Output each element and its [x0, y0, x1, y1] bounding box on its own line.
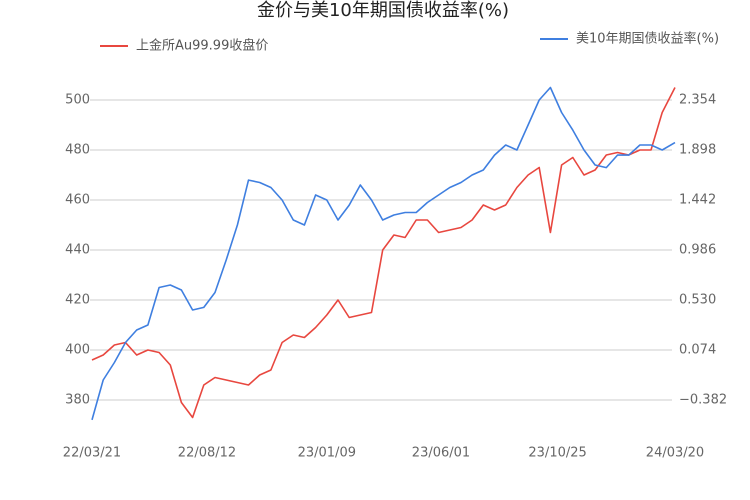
y2-tick-label: 1.442: [679, 193, 716, 208]
y2-tick-label: 0.530: [679, 292, 716, 307]
y2-tick-label: 2.354: [679, 93, 716, 108]
x-tick-label: 23/01/09: [298, 446, 356, 461]
series-line: [91, 87, 676, 419]
x-tick-label: 23/06/01: [412, 446, 470, 461]
x-tick-label: 24/03/20: [646, 446, 704, 461]
y2-tick-label: 1.898: [679, 143, 716, 158]
y2-tick-label: 0.986: [679, 243, 716, 258]
x-tick-label: 22/03/21: [63, 446, 121, 461]
y-tick-label: 380: [65, 393, 90, 408]
legend-label: 美10年期国债收益率(%): [576, 31, 719, 47]
y-tick-label: 460: [65, 193, 90, 208]
y-tick-label: 500: [65, 93, 90, 108]
y-tick-label: 440: [65, 243, 90, 258]
x-tick-label: 22/08/12: [178, 446, 236, 461]
y-tick-label: 400: [65, 343, 90, 358]
y-tick-label: 420: [65, 293, 90, 308]
chart-title: 金价与美10年期国债收益率(%): [257, 0, 509, 21]
y2-tick-label: 0.074: [679, 342, 716, 357]
series-line: [91, 86, 676, 421]
legend-label: 上金所Au99.99收盘价: [136, 38, 268, 54]
y2-tick-label: −0.382: [679, 392, 727, 407]
x-tick-label: 23/10/25: [528, 446, 586, 461]
y-tick-label: 480: [65, 143, 90, 158]
